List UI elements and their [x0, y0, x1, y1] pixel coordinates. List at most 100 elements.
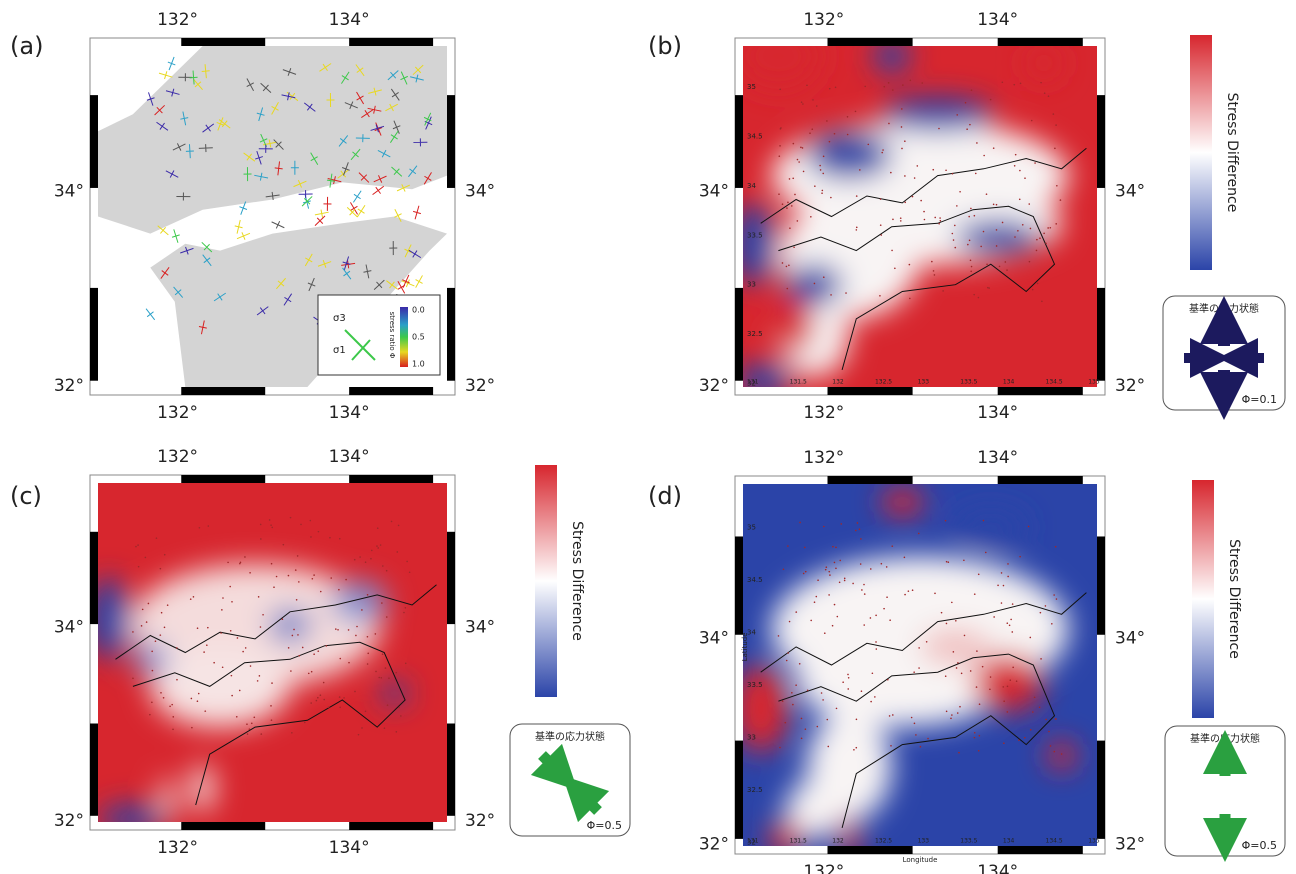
station [826, 566, 828, 568]
station [900, 220, 902, 222]
station [918, 533, 920, 535]
lat-tick-label: 32° [465, 376, 495, 396]
station [1002, 222, 1004, 224]
station [367, 636, 369, 638]
station [946, 561, 948, 563]
station [946, 711, 948, 713]
station [288, 575, 290, 577]
station [864, 86, 866, 88]
colorbar [535, 465, 557, 697]
panel-label: (a) [10, 32, 43, 60]
station [377, 547, 379, 549]
station [799, 522, 801, 524]
station [993, 204, 995, 206]
frame-bar [998, 38, 1083, 46]
station [990, 676, 992, 678]
station [1047, 227, 1049, 229]
map-panel: (d)3534.53433.53332.532131131.5132132.51… [648, 448, 1285, 874]
station [249, 572, 251, 574]
station [819, 165, 821, 167]
station [247, 733, 249, 735]
lat-tick-label: 34° [465, 182, 495, 202]
station [855, 111, 857, 113]
station [950, 718, 952, 720]
station [1028, 203, 1030, 205]
station [298, 581, 300, 583]
legend-scale-label: 1.0 [412, 360, 425, 369]
station [982, 666, 984, 668]
station [231, 675, 233, 677]
station [329, 537, 331, 539]
station [820, 169, 822, 171]
station [197, 627, 199, 629]
station [191, 727, 193, 729]
station [987, 287, 989, 289]
station [1001, 572, 1003, 574]
station [271, 682, 273, 684]
map-area [732, 484, 1097, 860]
station [824, 632, 826, 634]
station [954, 247, 956, 249]
station [323, 682, 325, 684]
station [1032, 711, 1034, 713]
station [160, 634, 162, 636]
station [934, 593, 936, 595]
station [239, 690, 241, 692]
station [966, 128, 968, 130]
station [310, 520, 312, 522]
lon-tick-label: 132° [157, 838, 198, 858]
station [1015, 154, 1017, 156]
station [251, 722, 253, 724]
lon-tick-label: 132° [157, 403, 198, 423]
station [375, 671, 377, 673]
station [1003, 700, 1005, 702]
station [983, 155, 985, 157]
station [1002, 686, 1004, 688]
station [956, 205, 958, 207]
station [901, 108, 903, 110]
field-blob [150, 646, 290, 727]
station [1060, 199, 1062, 201]
lon-tick-label: 132° [157, 10, 198, 30]
station [1050, 745, 1052, 747]
station [913, 671, 915, 673]
frame-bar [181, 475, 265, 483]
station [780, 127, 782, 129]
station [1014, 165, 1016, 167]
station [832, 625, 834, 627]
station [1020, 82, 1022, 84]
station [146, 621, 148, 623]
station [870, 617, 872, 619]
station [262, 614, 264, 616]
station [172, 729, 174, 731]
station [138, 566, 140, 568]
station [789, 621, 791, 623]
station [859, 528, 861, 530]
station [1054, 148, 1056, 150]
station [276, 576, 278, 578]
station [152, 670, 154, 672]
station [282, 618, 284, 620]
station [793, 246, 795, 248]
station [983, 520, 985, 522]
station [956, 667, 958, 669]
station [338, 589, 340, 591]
station [980, 246, 982, 248]
station [889, 619, 891, 621]
station [132, 677, 134, 679]
station [797, 159, 799, 161]
station [961, 673, 963, 675]
station [932, 169, 934, 171]
station [979, 735, 981, 737]
station [778, 193, 780, 195]
station [380, 544, 382, 546]
frame-bar [735, 95, 743, 188]
station [382, 653, 384, 655]
station [908, 590, 910, 592]
station [894, 267, 896, 269]
station [844, 580, 846, 582]
station [983, 231, 985, 233]
station [1054, 751, 1056, 753]
station [964, 635, 966, 637]
